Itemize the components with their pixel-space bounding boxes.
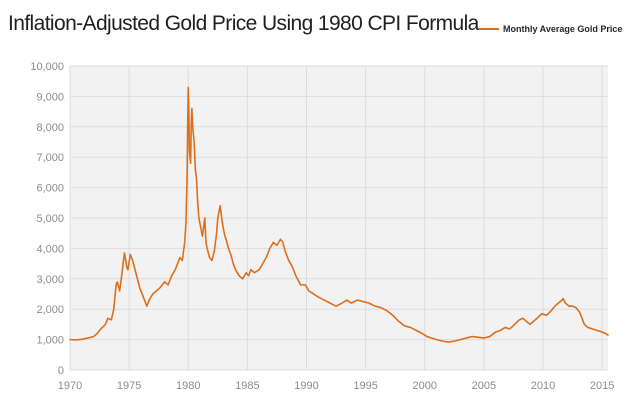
legend-swatch bbox=[479, 28, 499, 30]
y-axis-tick-labels: 0 1,000 2,000 3,000 4,000 5,000 6,000 7,000 8,00… bbox=[30, 61, 64, 377]
y-tick-label: 10,000 bbox=[30, 61, 64, 73]
y-tick-label: 2,000 bbox=[36, 304, 64, 316]
x-tick-label: 1970 bbox=[58, 380, 82, 392]
x-tick-label: 1985 bbox=[235, 380, 259, 392]
y-tick-label: 6,000 bbox=[36, 183, 64, 195]
x-tick-label: 2005 bbox=[472, 380, 496, 392]
y-tick-label: 8,000 bbox=[36, 122, 64, 134]
x-tick-label: 2000 bbox=[412, 380, 436, 392]
x-tick-label: 2010 bbox=[531, 380, 555, 392]
legend: Monthly Average Gold Price bbox=[479, 24, 622, 34]
y-tick-label: 7,000 bbox=[36, 152, 64, 164]
x-tick-label: 1995 bbox=[353, 380, 377, 392]
chart-title: Inflation-Adjusted Gold Price Using 1980… bbox=[8, 12, 479, 35]
x-tick-label: 1990 bbox=[294, 380, 318, 392]
y-tick-label: 1,000 bbox=[36, 335, 64, 347]
y-tick-label: 4,000 bbox=[36, 243, 64, 255]
x-tick-label: 1980 bbox=[176, 380, 200, 392]
y-tick-label: 5,000 bbox=[36, 213, 64, 225]
legend-label: Monthly Average Gold Price bbox=[503, 24, 623, 34]
y-tick-label: 3,000 bbox=[36, 274, 64, 286]
y-tick-label: 9,000 bbox=[36, 91, 64, 103]
x-tick-label: 1975 bbox=[117, 380, 141, 392]
x-axis-tick-labels: 1970 1975 1980 1985 1990 1995 2000 2005 2010 2015 bbox=[58, 380, 615, 392]
series-line-monthly-average-gold-price bbox=[69, 86, 609, 343]
y-tick-label: 0 bbox=[58, 365, 64, 377]
grid-lines bbox=[69, 65, 608, 371]
x-tick-label: 2015 bbox=[590, 380, 614, 392]
